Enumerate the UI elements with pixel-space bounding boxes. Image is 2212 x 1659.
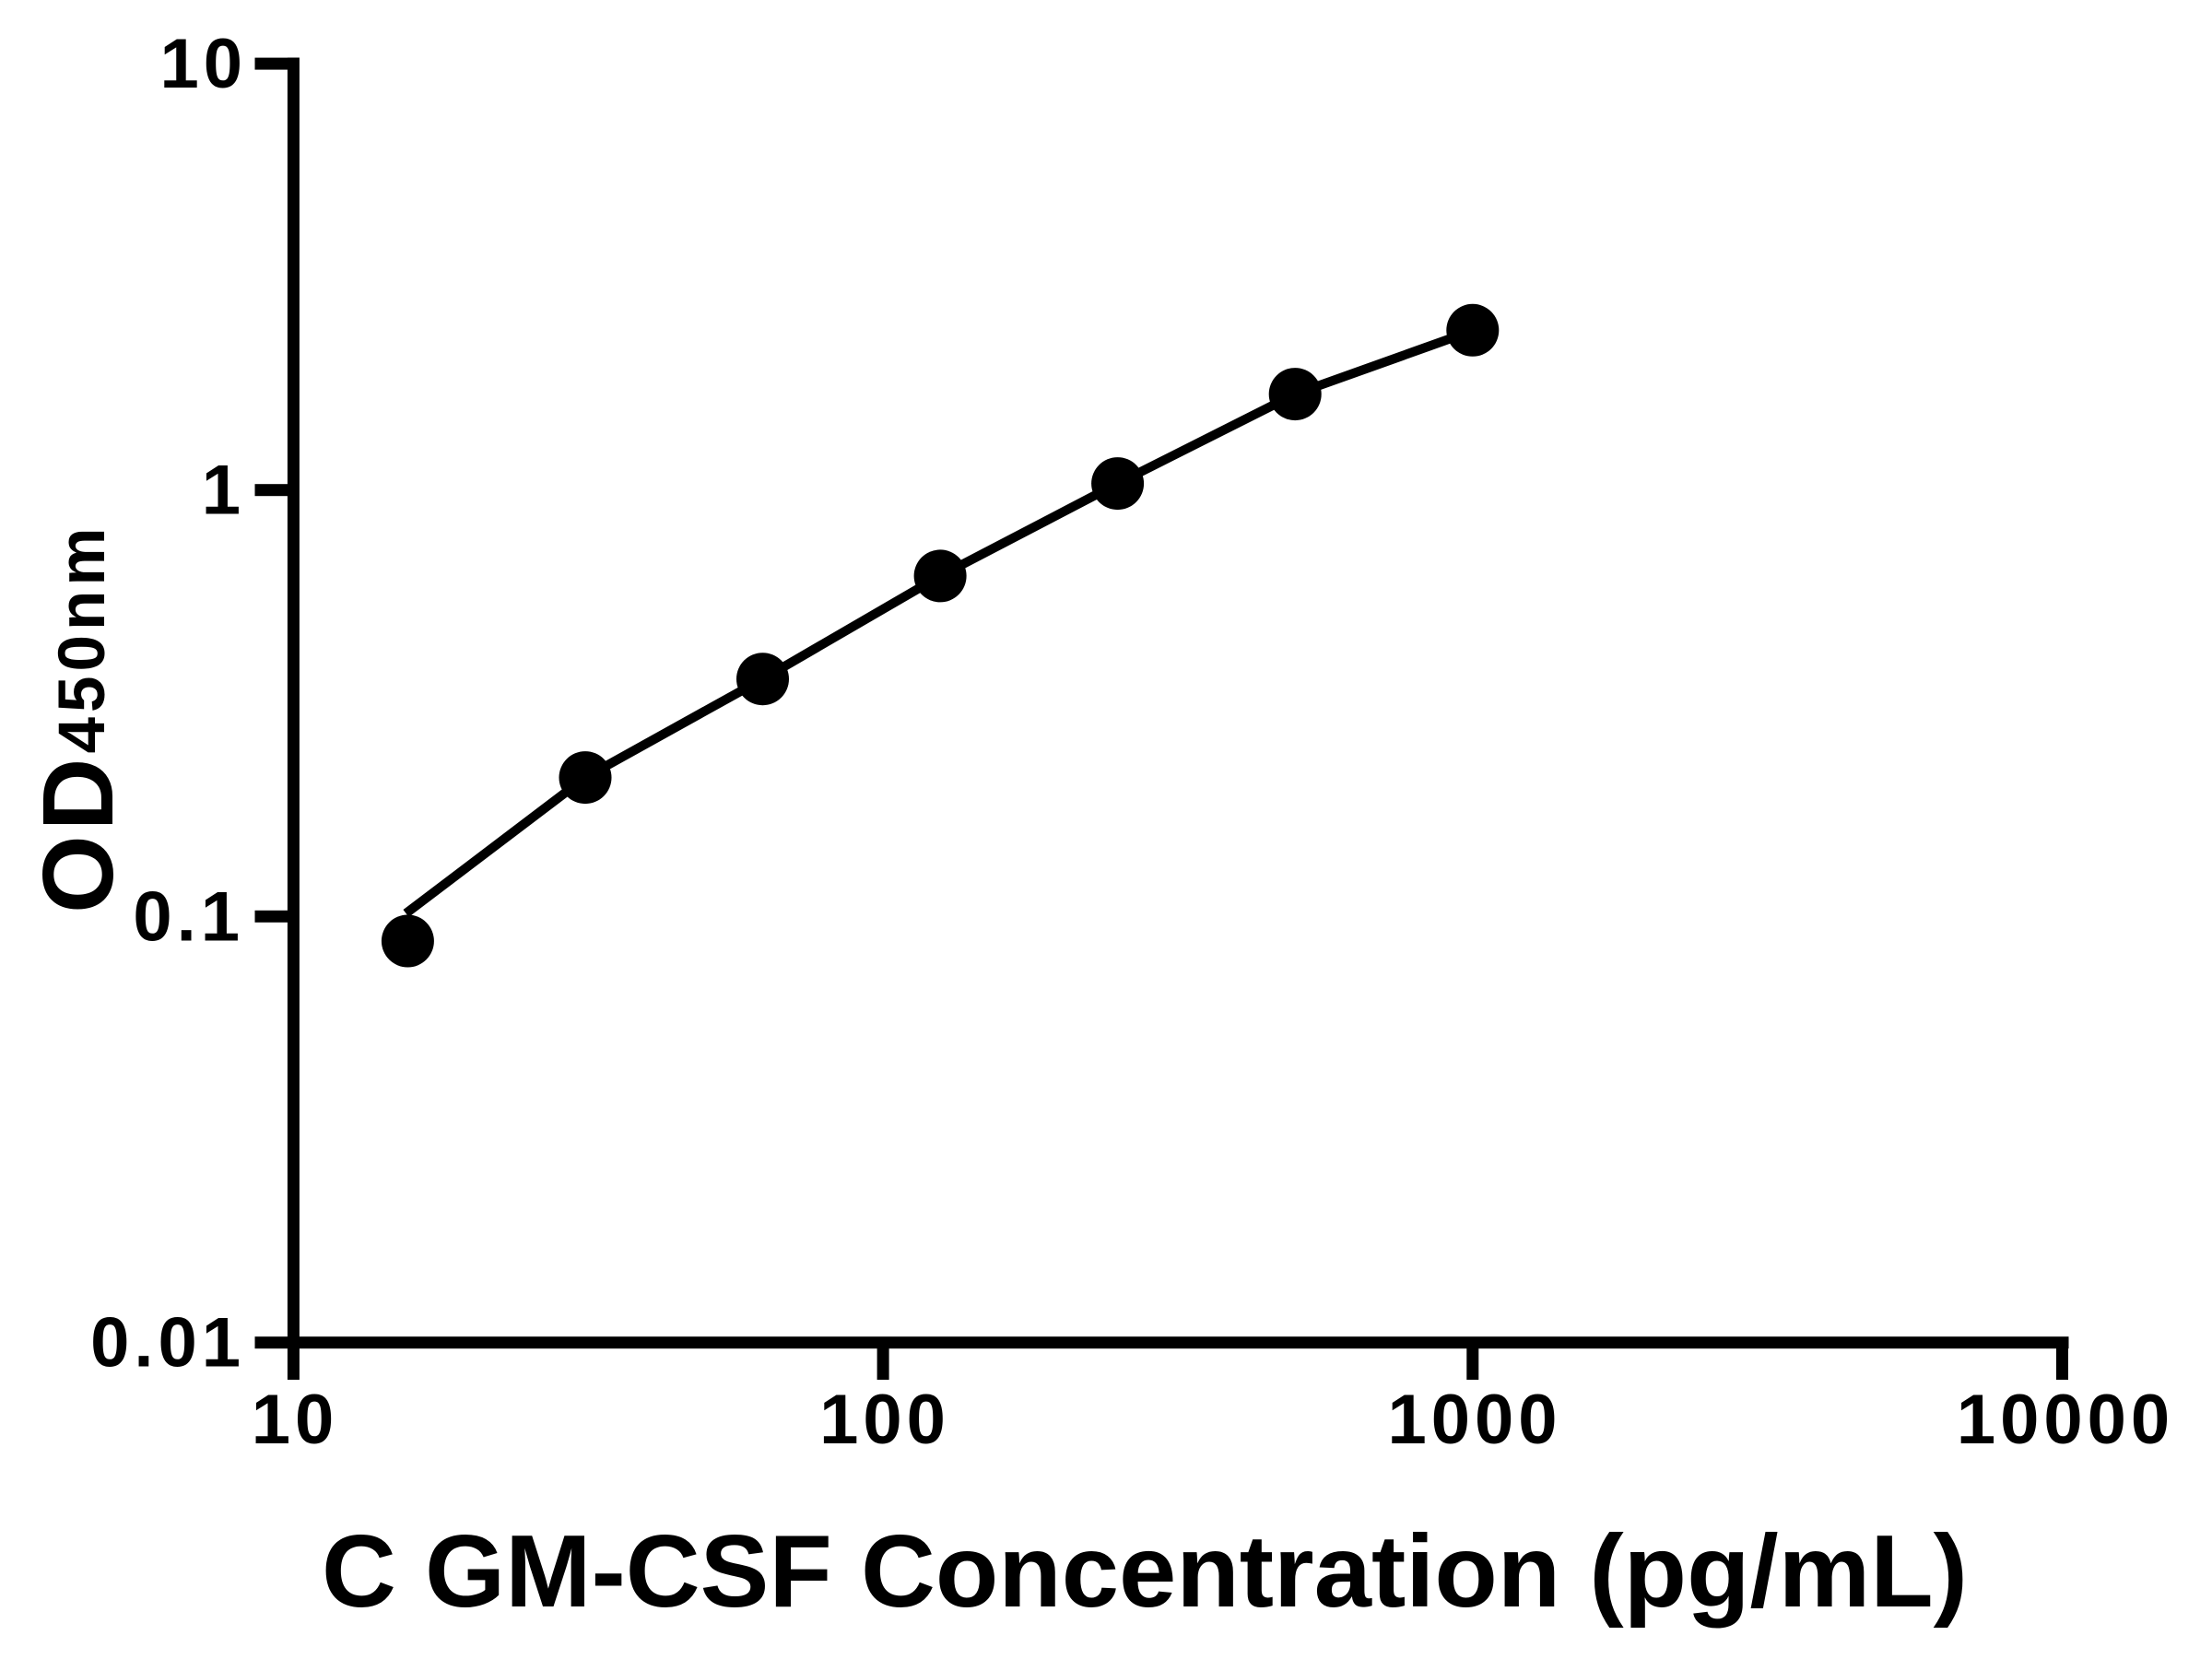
- svg-text:10000: 10000: [1957, 1381, 2174, 1459]
- svg-text:0.01: 0.01: [90, 1304, 245, 1382]
- svg-text:1000: 1000: [1387, 1381, 1561, 1459]
- svg-text:10: 10: [159, 25, 247, 103]
- svg-text:1: 1: [202, 452, 245, 530]
- svg-text:C GM-CSF Concentration (pg/mL): C GM-CSF Concentration (pg/mL): [322, 1514, 1968, 1629]
- svg-text:10: 10: [252, 1381, 339, 1459]
- svg-text:0.1: 0.1: [133, 877, 244, 956]
- svg-text:100: 100: [819, 1381, 950, 1459]
